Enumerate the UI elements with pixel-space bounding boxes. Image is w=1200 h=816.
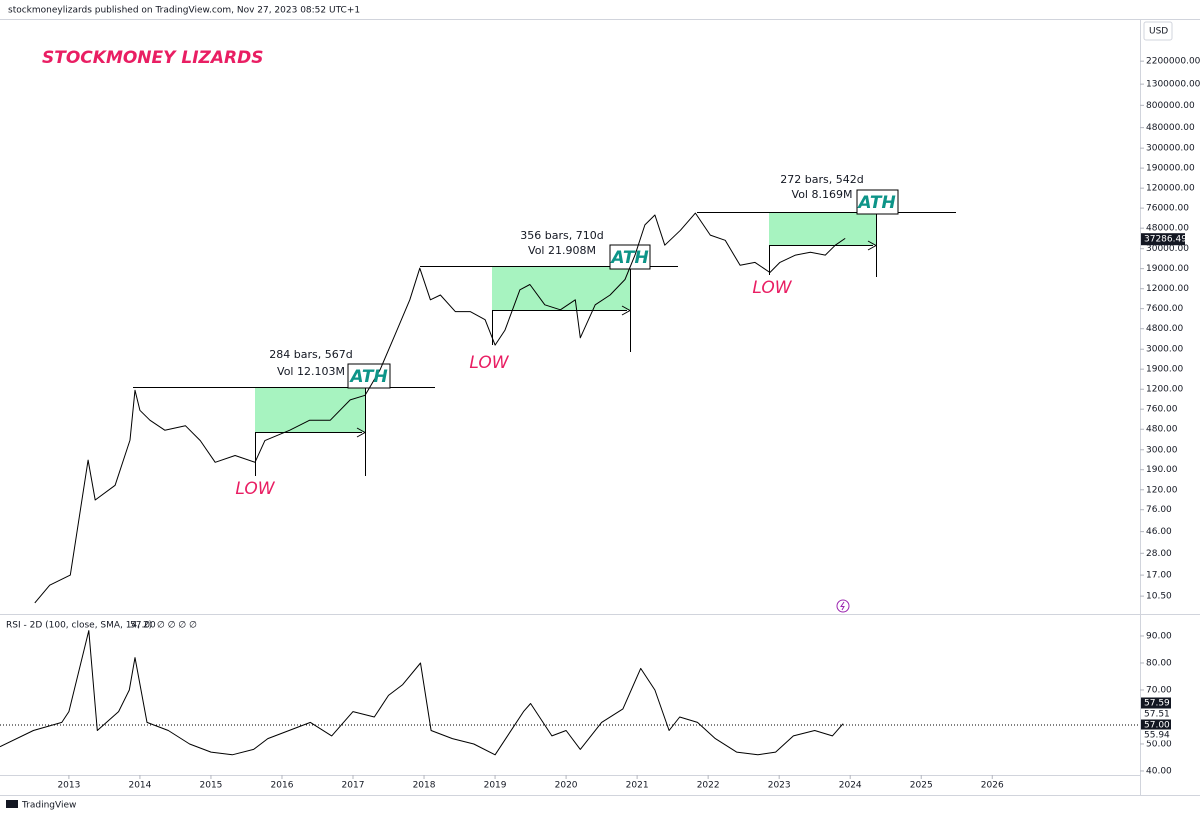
measure-label: 284 bars, 567d <box>269 348 352 361</box>
price-line <box>0 630 844 756</box>
y-tick-label: 48000.00 <box>1146 224 1189 234</box>
y-tick-label: 90.00 <box>1146 631 1172 641</box>
publisher: stockmoneylizards published on TradingVi… <box>8 6 360 16</box>
x-tick-label: 2020 <box>555 781 578 791</box>
y-tick-label: 190000.00 <box>1146 164 1195 174</box>
x-tick-label: 2017 <box>342 781 365 791</box>
x-tick-label: 2015 <box>200 781 223 791</box>
low-label: LOW <box>469 353 509 373</box>
x-tick-label: 2023 <box>768 781 791 791</box>
price-line <box>34 212 846 604</box>
x-tick-label: 2022 <box>697 781 720 791</box>
y-tick-label: 28.00 <box>1146 549 1172 559</box>
y-tick-label: 120.00 <box>1146 485 1178 495</box>
rsi-marker-label: 55.94 <box>1144 731 1170 741</box>
y-tick-label: 40.00 <box>1146 766 1172 776</box>
y-tick-label: 30000.00 <box>1146 244 1189 254</box>
footer: TradingView <box>21 801 76 811</box>
y-tick-label: 10.50 <box>1146 592 1172 602</box>
y-tick-label: 17.00 <box>1146 571 1172 581</box>
x-tick-label: 2014 <box>128 781 151 791</box>
y-tick-label: 46.00 <box>1146 527 1172 537</box>
rsi-marker-label: 57.59 <box>1144 699 1170 709</box>
currency[interactable]: USD <box>1149 27 1168 37</box>
y-tick-label: 76000.00 <box>1146 204 1189 214</box>
rsi-legend-extra: ∅ ∅ ∅ ∅ <box>157 621 197 631</box>
currency-box[interactable] <box>1143 21 1173 41</box>
x-tick-label: 2025 <box>910 781 933 791</box>
y-tick-label: 2200000.00 <box>1146 57 1200 67</box>
y-tick-label: 19000.00 <box>1146 264 1189 274</box>
y-tick-label: 480.00 <box>1146 425 1178 435</box>
y-tick-label: 80.00 <box>1146 658 1172 668</box>
x-tick-label: 2026 <box>981 781 1004 791</box>
brand: STOCKMONEY LIZARDS <box>42 48 263 68</box>
rsi-marker-label: 57.51 <box>1144 710 1170 720</box>
y-tick-label: 800000.00 <box>1146 101 1195 111</box>
rsi-marker-box <box>1141 697 1171 709</box>
y-tick-label: 190.00 <box>1146 465 1178 475</box>
y-tick-label: 7600.00 <box>1146 304 1183 314</box>
y-tick-label: 480000.00 <box>1146 123 1195 133</box>
low-label: LOW <box>752 278 792 298</box>
y-tick-label: 12000.00 <box>1146 284 1189 294</box>
y-tick-label: 300.00 <box>1146 445 1178 455</box>
measure-label: Vol 8.169M <box>792 188 853 201</box>
rsi-marker-box <box>1141 719 1171 731</box>
y-tick-label: 76.00 <box>1146 505 1172 515</box>
ath-label: ATH <box>348 367 387 387</box>
x-tick-label: 2019 <box>484 781 507 791</box>
y-tick-label: 1200.00 <box>1146 385 1183 395</box>
measure-label: Vol 12.103M <box>277 365 345 378</box>
alert-icon[interactable] <box>836 599 850 613</box>
rsi-marker-box <box>1141 729 1171 741</box>
low-label: LOW <box>235 479 275 499</box>
y-tick-label: 1300000.00 <box>1146 80 1200 90</box>
y-tick-label: 760.00 <box>1146 405 1178 415</box>
x-tick-label: 2018 <box>413 781 436 791</box>
measure-label: 356 bars, 710d <box>520 229 603 242</box>
ath-label: ATH <box>609 248 648 268</box>
last-price-label: 37286.49 <box>1144 235 1187 245</box>
drawings <box>133 189 956 476</box>
rsi-legend: RSI - 2D (100, close, SMA, 14, 2) <box>6 621 152 631</box>
ath-label: ATH <box>856 193 895 213</box>
footer-logo <box>6 800 18 808</box>
x-tick-label: 2016 <box>271 781 294 791</box>
y-tick-label: 50.00 <box>1146 739 1172 749</box>
rsi-marker-box <box>1141 708 1171 720</box>
x-tick-label: 2021 <box>626 781 649 791</box>
y-tick-label: 70.00 <box>1146 685 1172 695</box>
y-tick-label: 300000.00 <box>1146 144 1195 154</box>
y-tick-label: 1900.00 <box>1146 365 1183 375</box>
y-tick-label: 120000.00 <box>1146 184 1195 194</box>
x-tick-label: 2024 <box>839 781 862 791</box>
x-tick-label: 2013 <box>57 781 80 791</box>
y-tick-label: 4800.00 <box>1146 324 1183 334</box>
last-price-box <box>1141 233 1185 246</box>
rsi-marker-label: 57.00 <box>1144 721 1170 731</box>
rsi-legend-value: 57.00 <box>130 621 156 631</box>
measure-label: 272 bars, 542d <box>780 173 863 186</box>
y-tick-label: 3000.00 <box>1146 345 1183 355</box>
measure-label: Vol 21.908M <box>528 244 596 257</box>
